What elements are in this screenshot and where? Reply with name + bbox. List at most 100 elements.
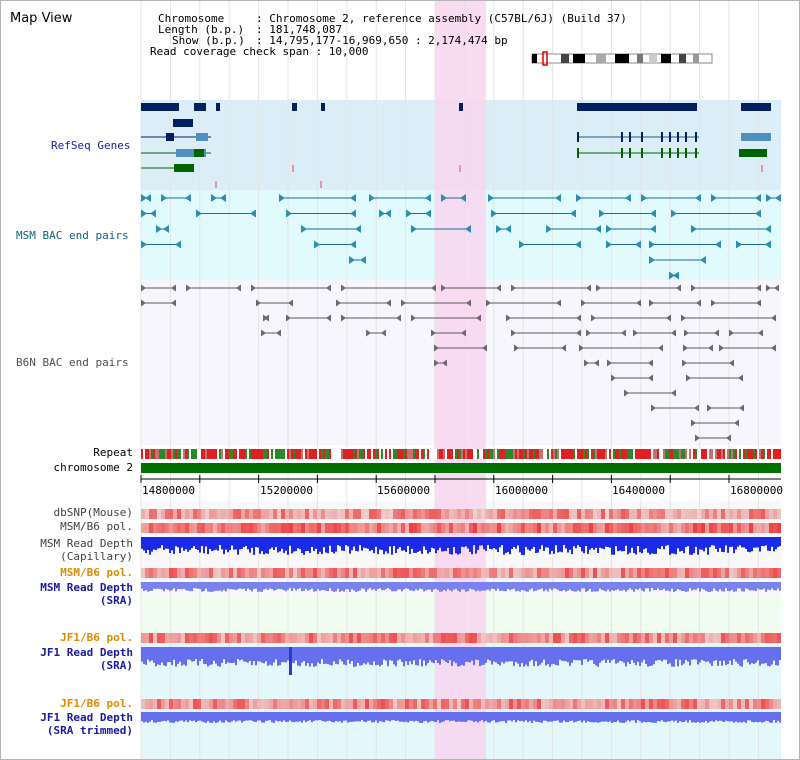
depth-bar [155,537,157,550]
label-refseq-genes[interactable]: RefSeq Genes [51,139,131,152]
chromosome-ideogram[interactable] [531,51,713,66]
depth-bar [675,582,677,591]
heat-cell [633,509,637,519]
depth-bar [235,582,237,591]
repeat-block [249,449,251,459]
heat-cell [489,523,493,533]
bac-end [756,284,761,292]
depth-bar [689,582,691,589]
depth-bar [675,712,677,721]
heat-tracks [141,509,781,709]
depth-bar [701,537,703,550]
depth-bar [659,582,661,591]
depth-bar [633,712,635,721]
depth-bar [493,582,495,589]
heat-cell [717,699,721,709]
repeat-block [621,449,623,459]
repeat-block [433,449,435,459]
repeat-block [499,449,501,459]
depth-bar [329,582,331,589]
depth-bar [605,582,607,592]
repeat-block [687,449,689,459]
repeat-block [419,449,421,459]
depth-bar [739,537,741,546]
repeat-block [693,449,695,459]
selected-region-highlight[interactable] [435,1,486,760]
depth-bar [573,712,575,723]
depth-bar [321,647,323,660]
label-msm-bac[interactable]: MSM BAC end pairs [16,229,129,242]
repeat-block [283,449,285,459]
bac-end [326,314,331,322]
heat-cell [481,699,485,709]
repeat-block [545,449,547,459]
depth-bar [225,537,227,550]
depth-bar [455,582,457,589]
depth-bar [255,647,257,666]
depth-bar [431,712,433,721]
heat-cell [257,633,261,643]
bac-end [671,329,676,337]
depth-bar [771,537,773,547]
depth-bar [417,712,419,722]
depth-bar [165,712,167,722]
depth-bar [243,537,245,548]
depth-bar [419,582,421,589]
depth-bar [557,712,559,721]
depth-bar [327,647,329,665]
heat-cell [405,568,409,578]
depth-bar [249,647,251,661]
repeat-block [515,449,517,459]
depth-bar [681,537,683,551]
heat-cell [177,568,181,578]
depth-bar [411,537,413,549]
depth-bar [367,582,369,590]
depth-bar [659,647,661,661]
heat-cell [613,568,617,578]
depth-bar [615,582,617,591]
depth-bar [253,647,255,662]
repeat-block [435,449,437,459]
heat-cell [657,699,661,709]
heat-cell [377,523,381,533]
depth-bar [281,537,283,549]
b6n-bac-end-pairs[interactable] [141,284,779,442]
repeat-block [169,449,171,459]
label-b6n-bac[interactable]: B6N BAC end pairs [16,356,129,369]
depth-bar [483,537,485,550]
depth-bar [323,712,325,722]
depth-bar [643,537,645,550]
depth-bar [487,712,489,723]
bac-end [708,344,713,352]
depth-bar [601,712,603,722]
depth-bar [237,712,239,721]
msm-bac-end-pairs[interactable] [141,194,781,280]
depth-bar [405,712,407,722]
repeat-block [233,449,235,459]
depth-bar [379,582,381,589]
depth-bar [479,537,481,546]
heat-cell [645,509,649,519]
refseq-genes[interactable] [141,103,771,188]
depth-bar [717,537,719,552]
heat-cell [349,699,353,709]
heat-cell [301,568,305,578]
bac-end [411,225,417,233]
depth-bar [515,537,517,549]
bac-end [711,299,716,307]
depth-bar [237,582,239,590]
depth-bar [509,582,511,591]
depth-bar [163,712,165,721]
heat-cell [349,633,353,643]
depth-bar [169,582,171,591]
depth-bar [649,537,651,555]
depth-bar [485,582,487,591]
heat-cell [393,523,397,533]
repeat-block [285,449,287,459]
depth-bar [709,712,711,722]
heat-cell [689,633,693,643]
depth-bar [645,582,647,589]
heat-cell [613,633,617,643]
depth-bar [541,582,543,589]
